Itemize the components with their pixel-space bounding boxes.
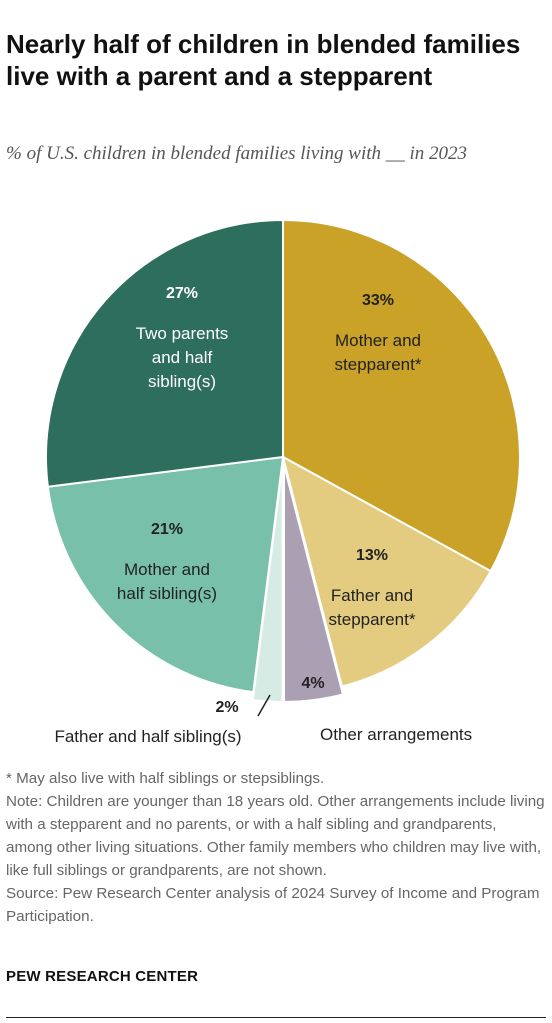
footnotes: * May also live with half siblings or st… [6,767,546,928]
slice-category-label: and half [152,348,213,367]
note-text: Note: Children are younger than 18 years… [6,793,545,879]
chart-title: Nearly half of children in blended famil… [6,29,521,91]
slice-value-label: 4% [301,675,324,692]
pie-labels: 33% Mother and stepparent* 13% Father and ste… [54,285,472,746]
brand-footer: PEW RESEARCH CENTER [6,968,199,985]
slice-value-label: 13% [356,547,388,564]
slice-category-label: Two parents [136,324,229,343]
asterisk-note: * May also live with half siblings or st… [6,770,325,787]
pie-slice-two-parents-and-half-sibling-s [45,218,284,488]
pie-slice-father-and-stepparent [281,455,493,688]
slice-category-label: stepparent* [335,355,422,374]
slice-category-label: half sibling(s) [117,584,217,603]
slice-value-label: 2% [215,699,238,716]
pie-slice-mother-and-half-sibling-s [46,455,285,694]
chart-subtitle: % of U.S. children in blended families l… [6,143,468,164]
leader-line [257,694,271,717]
slice-value-label: 27% [166,285,198,302]
pie-slices [45,218,521,703]
slice-category-label: Father and [331,586,413,605]
pie-chart: 33% Mother and stepparent* 13% Father and ste… [45,218,521,746]
slice-category-label-external: Father and half sibling(s) [54,727,241,746]
pie-slice-mother-and-stepparent [282,218,521,573]
slice-category-label-external: Other arrangements [320,725,472,744]
slice-category-label: Mother and [335,331,421,350]
slice-value-label: 21% [151,521,183,538]
slice-category-label: sibling(s) [148,372,216,391]
bottom-rule [6,1017,546,1018]
source-text: Source: Pew Research Center analysis of … [6,885,540,925]
slice-value-label: 33% [362,292,394,309]
slice-category-label: Mother and [124,560,210,579]
pie-slice-other-arrangements [283,464,345,703]
slice-category-label: stepparent* [329,610,416,629]
